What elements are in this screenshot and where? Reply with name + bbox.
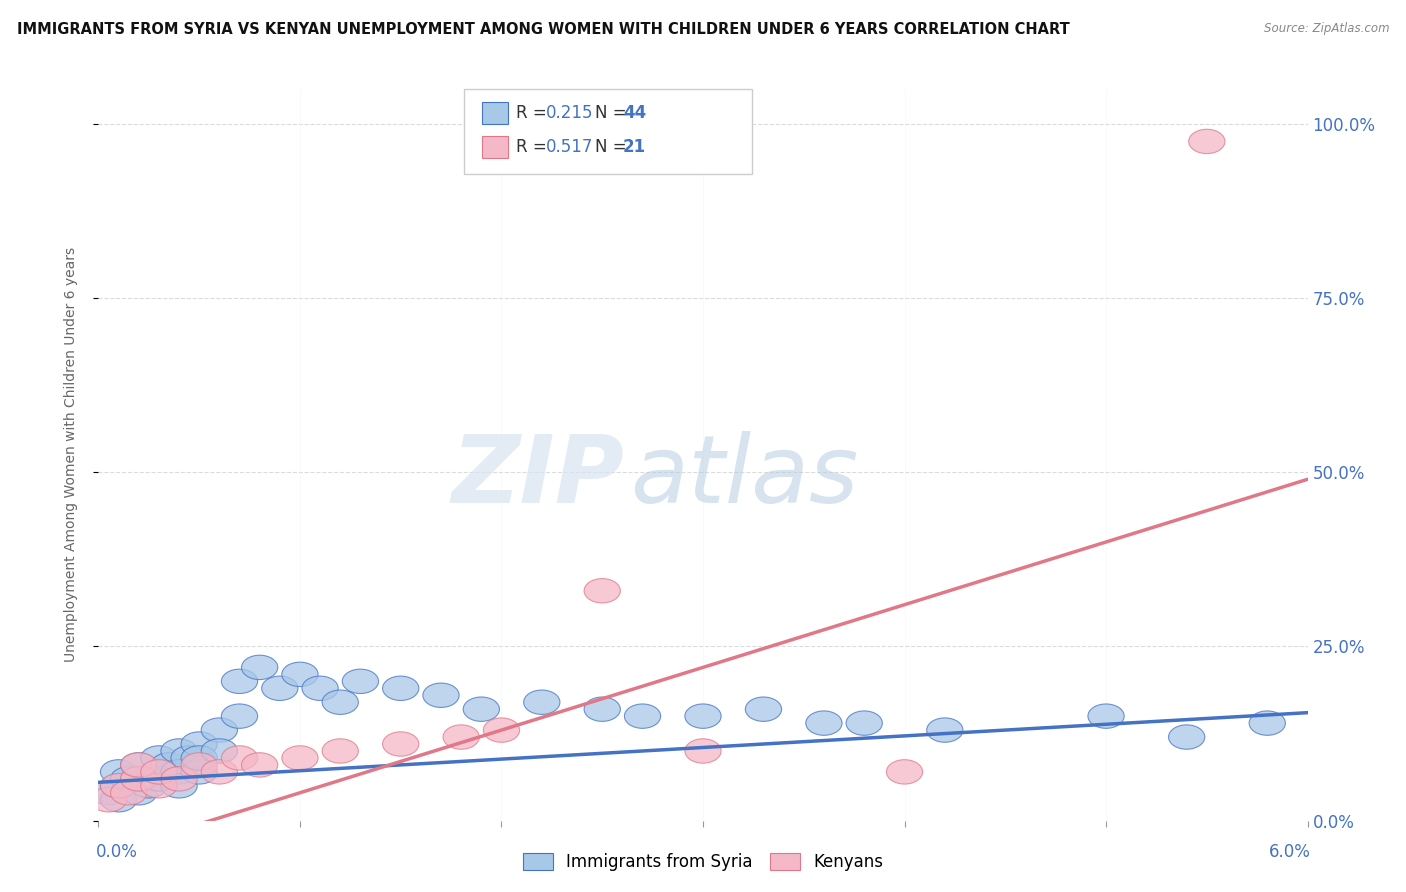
Ellipse shape [302,676,339,700]
Ellipse shape [1088,704,1125,729]
Ellipse shape [423,683,460,707]
Ellipse shape [443,725,479,749]
Ellipse shape [121,753,157,777]
Ellipse shape [382,676,419,700]
Ellipse shape [221,669,257,693]
Ellipse shape [583,579,620,603]
Ellipse shape [141,773,177,798]
Ellipse shape [685,739,721,764]
Ellipse shape [242,656,278,680]
Ellipse shape [201,718,238,742]
Text: N =: N = [595,104,631,122]
Ellipse shape [1188,129,1225,153]
Ellipse shape [181,760,218,784]
Ellipse shape [806,711,842,735]
Ellipse shape [160,760,197,784]
Ellipse shape [111,780,146,805]
Text: 44: 44 [623,104,647,122]
Ellipse shape [201,760,238,784]
Ellipse shape [342,669,378,693]
Ellipse shape [141,760,177,784]
Ellipse shape [141,760,177,784]
Ellipse shape [927,718,963,742]
Ellipse shape [322,690,359,714]
Ellipse shape [624,704,661,729]
Ellipse shape [382,731,419,756]
Ellipse shape [150,753,187,777]
Text: R =: R = [516,138,553,156]
Ellipse shape [90,780,127,805]
Ellipse shape [745,697,782,722]
Ellipse shape [160,739,197,764]
Ellipse shape [846,711,883,735]
Ellipse shape [121,766,157,791]
Ellipse shape [242,753,278,777]
Text: ZIP: ZIP [451,431,624,523]
Ellipse shape [181,731,218,756]
Ellipse shape [131,773,167,798]
Ellipse shape [160,766,197,791]
Ellipse shape [262,676,298,700]
Ellipse shape [1168,725,1205,749]
Ellipse shape [886,760,922,784]
Ellipse shape [583,697,620,722]
Ellipse shape [100,760,136,784]
Ellipse shape [111,766,146,791]
Ellipse shape [100,788,136,812]
Ellipse shape [463,697,499,722]
Text: Source: ZipAtlas.com: Source: ZipAtlas.com [1264,22,1389,36]
Ellipse shape [141,746,177,770]
Ellipse shape [221,746,257,770]
Ellipse shape [160,773,197,798]
Ellipse shape [121,766,157,791]
Ellipse shape [181,753,218,777]
Ellipse shape [281,662,318,687]
Text: 0.517: 0.517 [546,138,593,156]
Y-axis label: Unemployment Among Women with Children Under 6 years: Unemployment Among Women with Children U… [63,247,77,663]
Ellipse shape [281,746,318,770]
Ellipse shape [1249,711,1285,735]
Text: R =: R = [516,104,553,122]
Ellipse shape [221,704,257,729]
Ellipse shape [121,780,157,805]
Ellipse shape [90,788,127,812]
Text: 6.0%: 6.0% [1268,843,1310,861]
Ellipse shape [201,739,238,764]
Ellipse shape [100,773,136,798]
Text: 0.215: 0.215 [546,104,593,122]
Text: IMMIGRANTS FROM SYRIA VS KENYAN UNEMPLOYMENT AMONG WOMEN WITH CHILDREN UNDER 6 Y: IMMIGRANTS FROM SYRIA VS KENYAN UNEMPLOY… [17,22,1070,37]
Ellipse shape [685,704,721,729]
Text: 21: 21 [623,138,645,156]
Ellipse shape [322,739,359,764]
Ellipse shape [181,746,218,770]
Text: N =: N = [595,138,631,156]
Text: 0.0%: 0.0% [96,843,138,861]
Ellipse shape [100,773,136,798]
Ellipse shape [484,718,520,742]
Ellipse shape [523,690,560,714]
Ellipse shape [141,766,177,791]
Ellipse shape [121,753,157,777]
Legend: Immigrants from Syria, Kenyans: Immigrants from Syria, Kenyans [516,847,890,878]
Text: atlas: atlas [630,432,859,523]
Ellipse shape [172,746,207,770]
